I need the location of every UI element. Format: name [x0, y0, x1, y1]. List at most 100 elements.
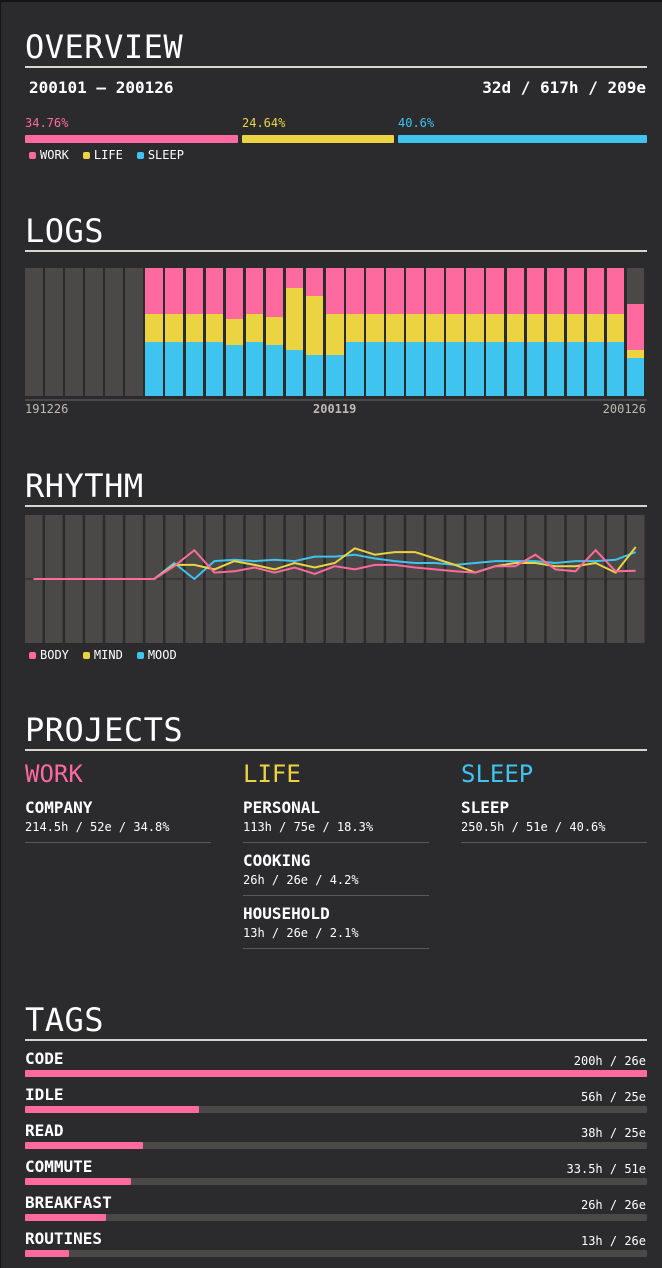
- log-day-column[interactable]: [486, 268, 505, 396]
- log-work-segment: [366, 268, 384, 315]
- log-day-column[interactable]: [325, 268, 344, 396]
- log-sleep-segment: [406, 342, 424, 396]
- log-day-column[interactable]: [526, 268, 545, 396]
- tag-bar-fill: [25, 1214, 106, 1221]
- tag-name[interactable]: READ: [25, 1121, 64, 1140]
- log-life-segment: [225, 319, 244, 345]
- tag-bar-track: [25, 1178, 647, 1185]
- log-day-column[interactable]: [606, 268, 625, 396]
- life-dot-icon: [82, 151, 90, 159]
- log-day-column[interactable]: [586, 268, 605, 396]
- logs-baseline: [25, 399, 647, 401]
- tag-bar-track: [25, 1214, 647, 1221]
- log-day-column[interactable]: [125, 268, 143, 396]
- log-day-column[interactable]: [566, 268, 585, 396]
- log-life-segment: [366, 314, 384, 343]
- log-life-segment: [446, 314, 464, 343]
- log-sleep-segment: [386, 342, 404, 396]
- log-day-column[interactable]: [185, 268, 204, 396]
- logs-mid-date[interactable]: 200119: [313, 402, 357, 416]
- legend-body[interactable]: BODY: [29, 648, 69, 662]
- log-sleep-segment: [285, 349, 304, 396]
- log-day-column[interactable]: [305, 268, 324, 396]
- project-name: HOUSEHOLD: [243, 904, 330, 923]
- mood-dot-icon: [136, 651, 144, 659]
- tag-stats: 56h / 25e: [580, 1090, 646, 1104]
- log-day-column[interactable]: [406, 268, 424, 396]
- log-day-column[interactable]: [225, 268, 244, 396]
- tag-name[interactable]: ROUTINES: [25, 1229, 103, 1248]
- log-day-column[interactable]: [265, 268, 284, 396]
- tag-name[interactable]: IDLE: [25, 1085, 64, 1104]
- project-cooking[interactable]: COOKING 26h / 26e / 4.2%: [243, 851, 429, 896]
- log-work-segment: [446, 268, 464, 315]
- log-day-column[interactable]: [366, 268, 384, 396]
- log-day-column[interactable]: [165, 268, 183, 396]
- log-work-segment: [606, 268, 625, 315]
- sleep-share-bar[interactable]: [398, 135, 647, 143]
- log-work-segment: [305, 268, 324, 297]
- legend-mood[interactable]: MOOD: [136, 648, 177, 662]
- project-stats: 13h / 26e / 2.1%: [243, 926, 359, 940]
- log-life-segment: [526, 314, 545, 343]
- log-life-segment: [466, 314, 484, 343]
- body-line: [33, 548, 636, 580]
- tag-name[interactable]: BREAKFAST: [25, 1193, 112, 1212]
- log-sleep-segment: [586, 342, 605, 396]
- legend-life[interactable]: LIFE: [82, 148, 123, 162]
- log-day-column[interactable]: [506, 268, 525, 396]
- legend-mind[interactable]: MIND: [82, 648, 123, 662]
- log-day-column[interactable]: [105, 268, 123, 396]
- log-day-column[interactable]: [386, 268, 404, 396]
- log-day-column[interactable]: [205, 268, 224, 396]
- project-personal[interactable]: PERSONAL 113h / 75e / 18.3%: [243, 798, 429, 843]
- log-day-column[interactable]: [546, 268, 565, 396]
- project-company[interactable]: COMPANY 214.5h / 52e / 34.8%: [25, 798, 211, 843]
- log-day-column[interactable]: [285, 268, 304, 396]
- log-sleep-segment: [265, 344, 284, 396]
- tag-name[interactable]: COMMUTE: [25, 1157, 93, 1176]
- log-day-column[interactable]: [85, 268, 103, 396]
- log-work-segment: [145, 268, 163, 315]
- log-work-segment: [225, 268, 244, 320]
- log-sleep-segment: [165, 342, 183, 396]
- log-day-column[interactable]: [446, 268, 464, 396]
- legend-sleep[interactable]: SLEEP: [136, 148, 184, 162]
- log-day-column[interactable]: [466, 268, 484, 396]
- project-name: COOKING: [243, 851, 311, 870]
- logs-start-date: 191226: [25, 402, 69, 416]
- log-life-segment: [406, 314, 424, 343]
- log-life-segment: [265, 316, 284, 345]
- project-name: SLEEP: [461, 798, 510, 817]
- log-work-segment: [245, 268, 264, 315]
- project-household[interactable]: HOUSEHOLD 13h / 26e / 2.1%: [243, 904, 429, 949]
- log-day-column[interactable]: [346, 268, 364, 396]
- tags-title: TAGS: [25, 1003, 647, 1041]
- log-work-segment: [285, 268, 304, 289]
- project-head-work: WORK: [25, 760, 83, 788]
- date-range: 200101 – 200126: [29, 78, 174, 97]
- log-sleep-segment: [566, 342, 585, 396]
- tag-name[interactable]: CODE: [25, 1049, 64, 1068]
- legend-work[interactable]: WORK: [29, 148, 69, 162]
- log-life-segment: [546, 314, 565, 343]
- project-stats: 214.5h / 52e / 34.8%: [25, 820, 170, 834]
- log-day-column[interactable]: [426, 268, 444, 396]
- log-day-column[interactable]: [65, 268, 83, 396]
- life-share-bar[interactable]: [242, 135, 394, 143]
- tag-stats: 38h / 25e: [580, 1126, 646, 1140]
- overview-legend: WORK LIFE SLEEP: [29, 148, 184, 162]
- project-sleep[interactable]: SLEEP 250.5h / 51e / 40.6%: [461, 798, 647, 843]
- project-stats: 250.5h / 51e / 40.6%: [461, 820, 606, 834]
- legend-sleep-label: SLEEP: [147, 148, 184, 162]
- log-day-column[interactable]: [626, 268, 645, 396]
- legend-life-label: LIFE: [93, 148, 123, 162]
- log-work-segment: [426, 268, 444, 315]
- log-day-column[interactable]: [45, 268, 63, 396]
- log-day-column[interactable]: [25, 268, 43, 396]
- overview-totals: 32d / 617h / 209e: [482, 78, 646, 97]
- log-day-column[interactable]: [245, 268, 264, 396]
- work-share-bar[interactable]: [25, 135, 238, 143]
- log-sleep-segment: [626, 357, 645, 396]
- log-day-column[interactable]: [145, 268, 163, 396]
